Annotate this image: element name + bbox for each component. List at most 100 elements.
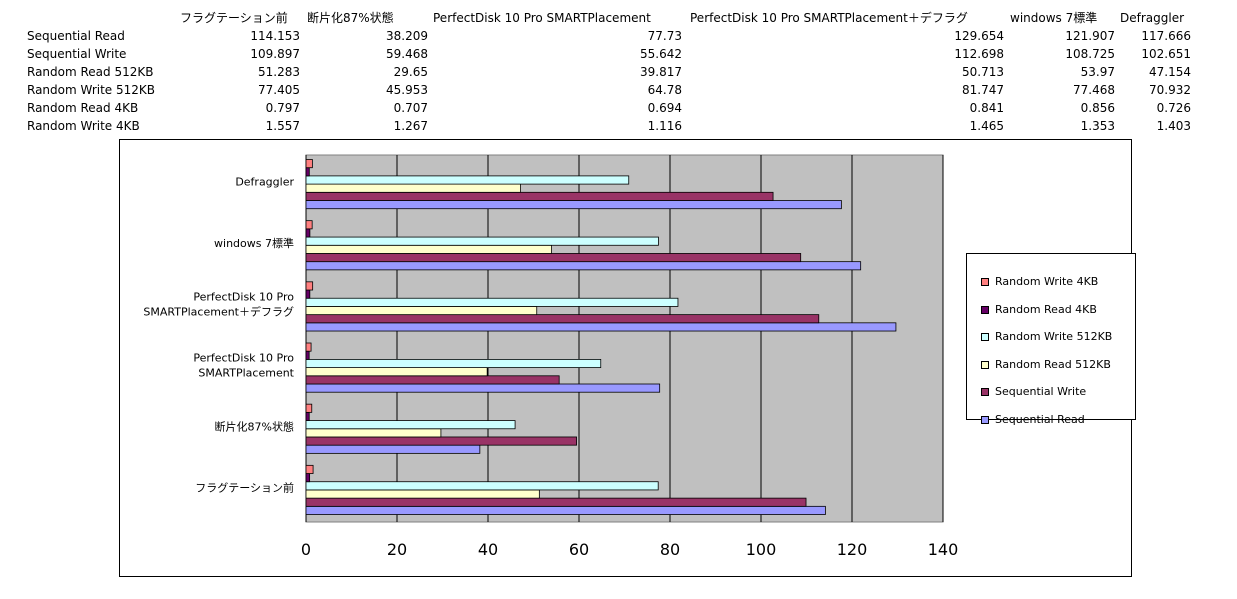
bar [305,191,774,201]
table-cell: 77.73 [647,29,682,43]
header-cell: 断片化87%状態 [307,11,394,25]
table-cell: 1.267 [393,119,428,133]
bar [305,244,552,254]
table-cell: 51.283 [258,65,300,79]
table-cell: 55.642 [640,47,682,61]
table-cell: 0.694 [647,101,682,115]
table-cell: 1.116 [647,119,682,133]
table-cell: 0.856 [1080,101,1115,115]
bar [305,383,661,393]
header-cell: Defraggler [1120,11,1185,25]
row-label: Sequential Read [27,29,125,43]
bar [305,358,602,368]
table-cell: 0.726 [1156,101,1191,115]
table-cell: 1.465 [969,119,1004,133]
bar [305,403,313,413]
x-tick-label: 20 [387,540,407,559]
table-cell: 47.154 [1149,65,1191,79]
bar [305,436,577,446]
x-tick-label: 80 [660,540,680,559]
bar [305,473,311,483]
bar [305,481,659,491]
table-cell: 50.713 [962,65,1004,79]
table-cell: 102.651 [1141,47,1191,61]
bar [305,200,842,210]
table-cell: 109.897 [250,47,300,61]
table-cell: 70.932 [1149,83,1191,97]
header-cell: windows 7標準 [1010,11,1098,25]
table-cell: 129.654 [954,29,1004,43]
row-label: Random Write 512KB [27,83,155,97]
legend-label: Random Read 4KB [995,303,1097,316]
bar [305,420,516,430]
table-cell: 114.153 [250,29,300,43]
plot-background [305,154,944,523]
x-tick-label: 40 [478,540,498,559]
legend-item: Random Write 512KB [981,330,1112,344]
legend-item: Sequential Write [981,385,1086,399]
legend-swatch [981,306,989,314]
bar [305,342,312,352]
legend-label: Random Write 4KB [995,275,1099,288]
header-cell: PerfectDisk 10 Pro SMARTPlacement＋デフラグ [690,11,968,25]
header-cell: フラグテーション前 [180,11,288,25]
bar [305,297,679,307]
legend-swatch [981,388,989,396]
header-cell: PerfectDisk 10 Pro SMARTPlacement [433,11,651,25]
table-cell: 112.698 [954,47,1004,61]
bar [305,167,310,177]
table-cell: 1.403 [1156,119,1191,133]
bar [305,289,311,299]
legend-swatch [981,333,989,341]
table-cell: 1.557 [265,119,300,133]
legend-item: Random Read 4KB [981,303,1097,317]
table-cell: 77.468 [1073,83,1115,97]
x-tick-label: 0 [301,540,311,559]
table-cell: 117.666 [1141,29,1191,43]
table-cell: 0.841 [969,101,1004,115]
table-cell: 77.405 [258,83,300,97]
bar [305,367,488,377]
x-tick-label: 60 [569,540,589,559]
category-label: 断片化87%状態 [215,419,294,433]
x-tick-label: 100 [746,540,777,559]
category-label: PerfectDisk 10 Pro [193,290,294,303]
category-label: フラグテーション前 [195,480,294,494]
legend-label: Random Write 512KB [995,330,1113,343]
legend-item: Random Write 4KB [981,275,1098,289]
bar [305,505,826,515]
bar [305,464,314,474]
table-cell: 64.78 [647,83,682,97]
table-cell: 45.953 [386,83,428,97]
legend-item: Sequential Read [981,413,1085,427]
bar [305,261,862,271]
bar [305,281,314,291]
legend-item: Random Read 512KB [981,358,1111,372]
x-tick-label: 120 [837,540,868,559]
bar [305,183,521,193]
table-cell: 59.468 [386,47,428,61]
table-cell: 108.725 [1065,47,1115,61]
legend-label: Random Read 512KB [995,358,1111,371]
bar-chart: 0 20 40 60 80 100 120 140 フラグテーション前 断片化87%状態 Perfe… [143,154,958,559]
legend-label: Sequential Write [995,385,1087,398]
bar [305,350,310,360]
bar [305,375,560,385]
row-label: Random Write 4KB [27,119,140,133]
category-label: windows 7標準 [214,236,294,250]
legend-swatch [981,278,989,286]
bar [305,314,820,324]
chart-legend: Random Write 4KB Random Read 4KB Random … [966,253,1136,426]
bar [305,489,540,499]
legend-swatch [981,361,989,369]
bar [305,175,630,185]
table-cell: 29.65 [393,65,428,79]
legend-label: Sequential Read [995,413,1085,426]
bar [305,411,310,421]
bar [305,428,442,438]
bar [305,159,313,169]
table-cell: 39.817 [640,65,682,79]
table-cell: 53.97 [1080,65,1115,79]
category-label: PerfectDisk 10 Pro [193,352,294,365]
table-cell: 0.707 [393,101,428,115]
